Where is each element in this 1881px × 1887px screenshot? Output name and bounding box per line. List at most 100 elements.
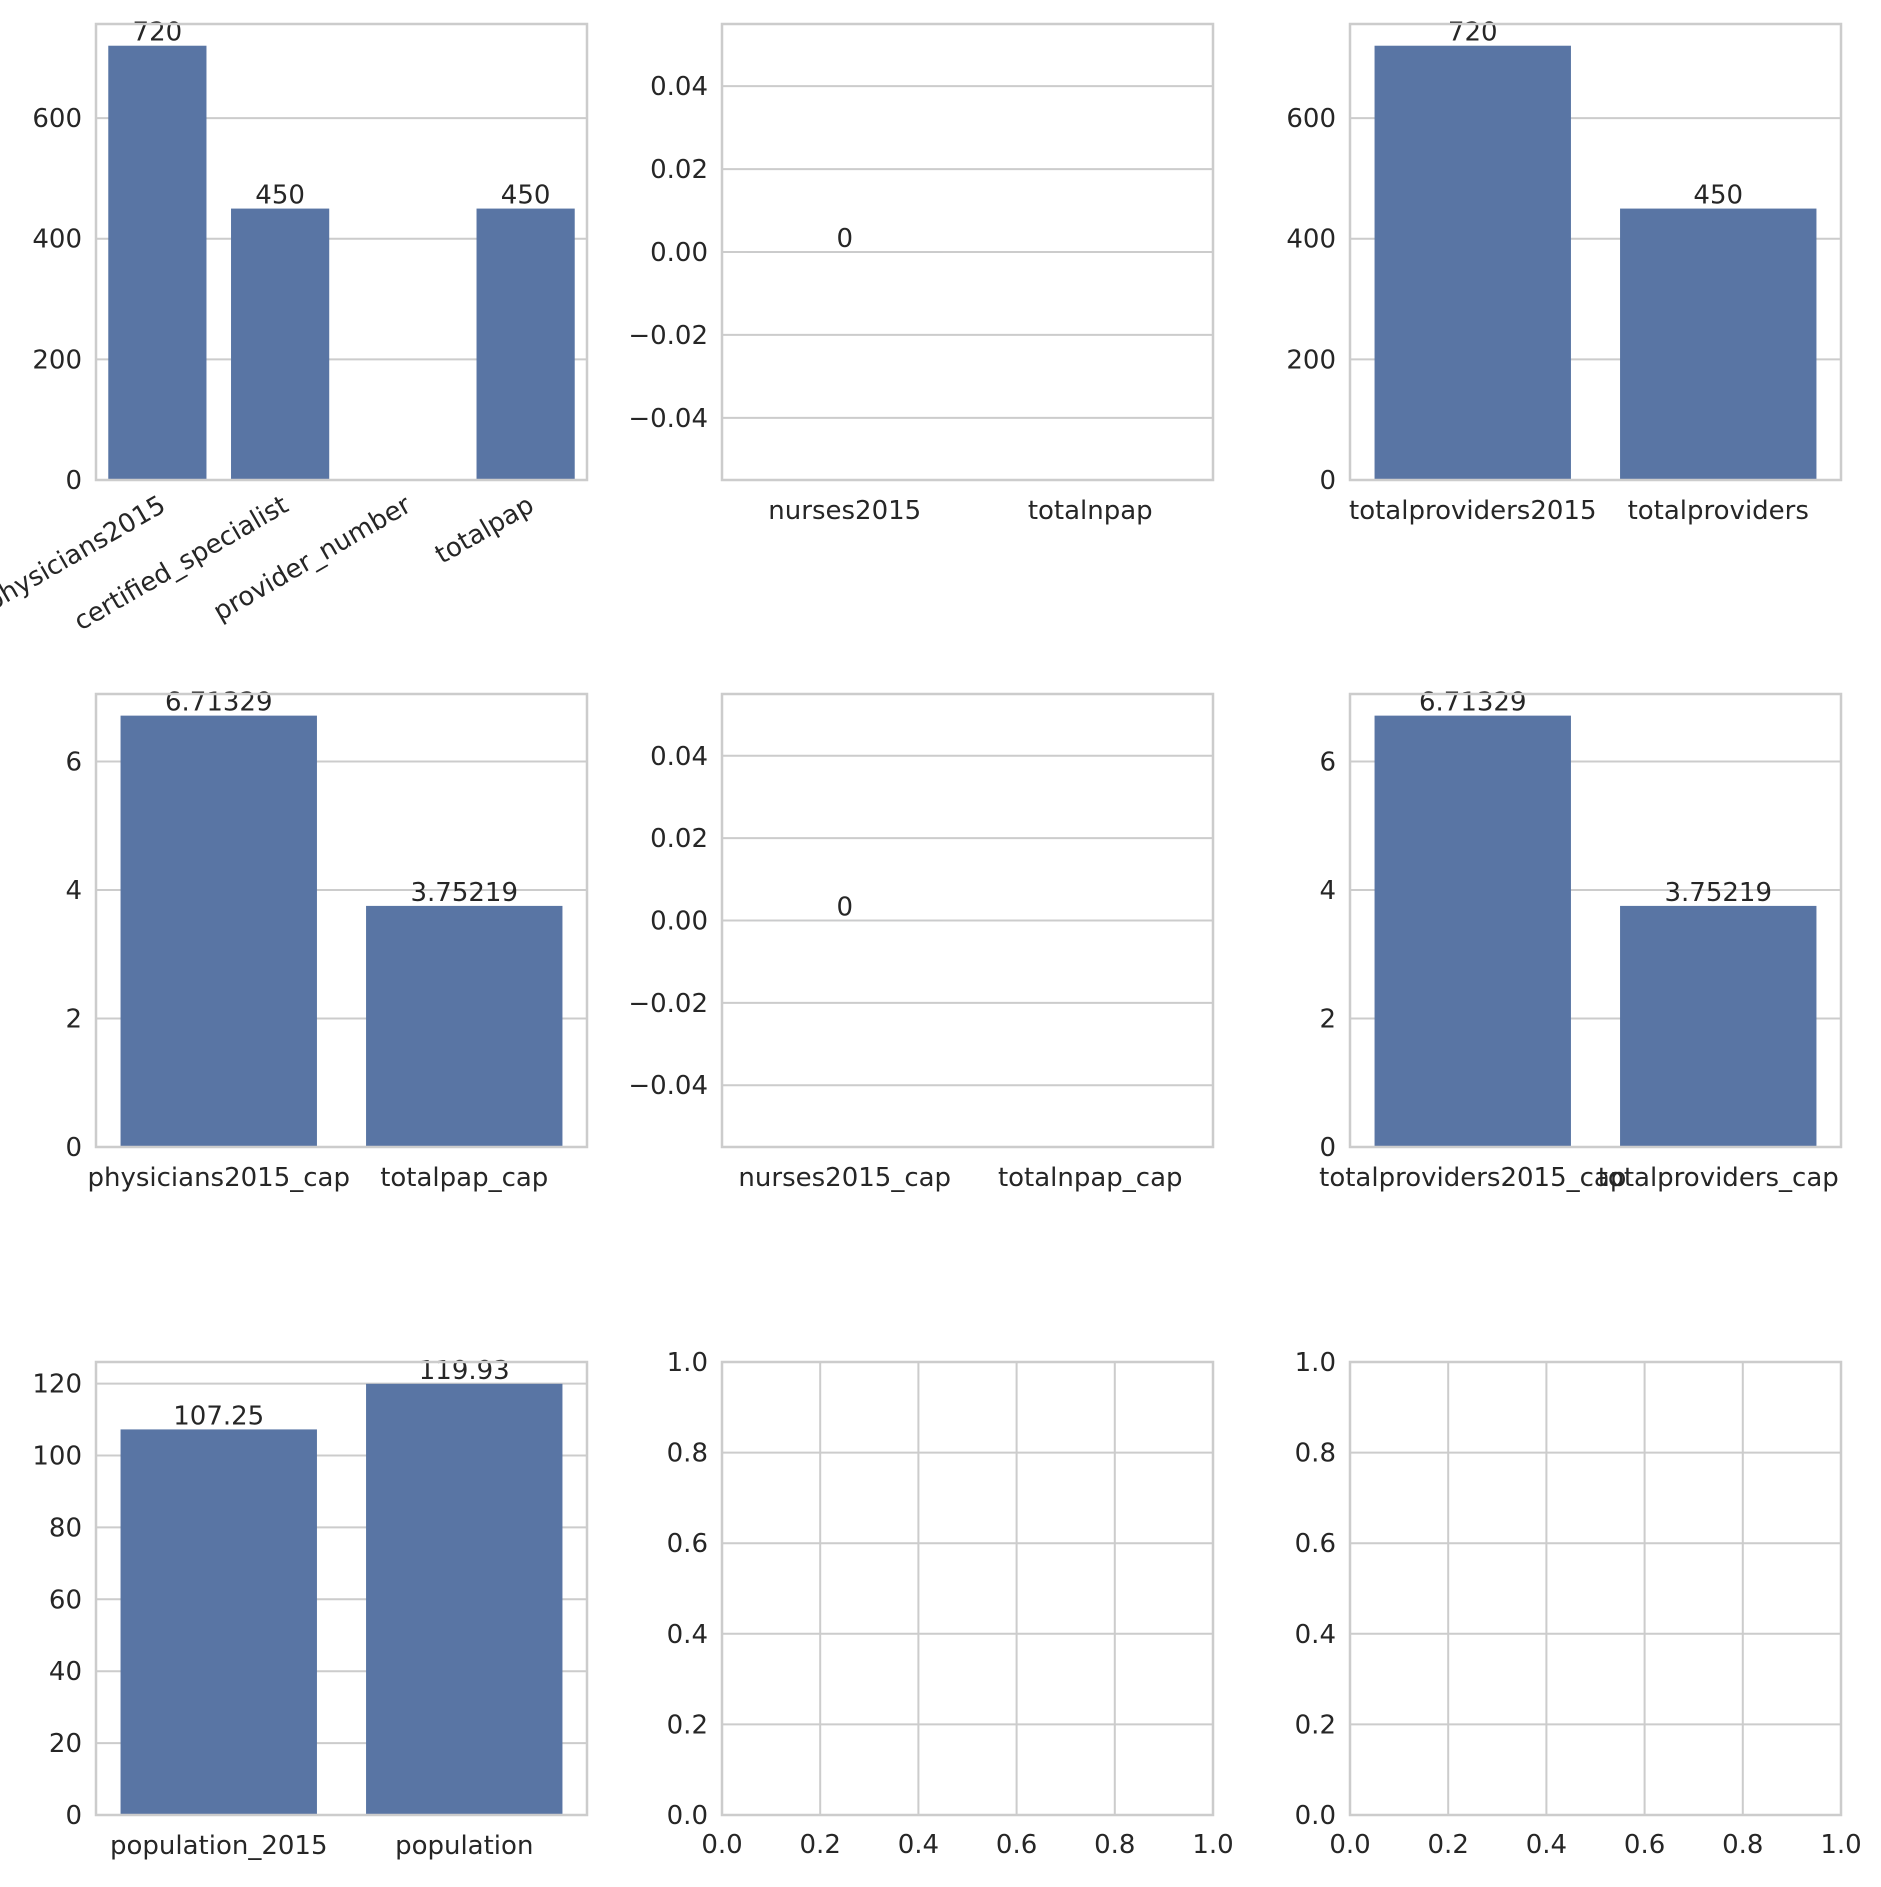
y-tick-label: 400 (32, 225, 82, 255)
x-tick-label: 0.4 (1526, 1830, 1567, 1860)
y-tick-label: 40 (49, 1657, 82, 1687)
y-tick-label: 200 (1286, 345, 1336, 375)
bar-value-label: 450 (1693, 181, 1743, 211)
y-tick-label: 0 (65, 1801, 82, 1831)
y-tick-label: 80 (49, 1513, 82, 1543)
bar-value-label: 720 (1448, 18, 1498, 48)
bar-value-label: 107.25 (173, 1401, 264, 1431)
bar-value-label: 720 (133, 18, 183, 48)
subplot-3: 0 200 400 600 720 totalproviders2015 450 totalp… (1286, 18, 1843, 526)
subplot-8: 0.0 0.2 0.4 0.6 0.8 1.0 0.0 0.2 0.4 0.6 0.8 1.0 (667, 1348, 1234, 1860)
y-tick-label: 0.04 (650, 742, 708, 772)
y-tick-label: −0.04 (628, 1071, 708, 1101)
bar-value-label: 119.93 (419, 1356, 510, 1386)
y-tick-label: 600 (1286, 104, 1336, 134)
x-tick-label: nurses2015_cap (738, 1163, 951, 1193)
bar (366, 1383, 563, 1815)
y-tick-label: −0.04 (628, 404, 708, 434)
y-tick-label: −0.02 (628, 321, 708, 351)
x-tick-label: 0.6 (996, 1830, 1037, 1860)
x-tick-label: population (395, 1831, 533, 1861)
x-tick-label: 0.0 (701, 1830, 742, 1860)
axes-frame (720, 692, 1215, 1149)
y-tick-label: 0.00 (650, 238, 708, 268)
x-tick-label: totalproviders (1628, 496, 1809, 526)
subplot-5: −0.04 −0.02 0.00 0.02 0.04 0 nurses2015_cap tot… (628, 692, 1215, 1193)
y-tick-label: 0.8 (1295, 1439, 1336, 1469)
y-tick-label: 0.6 (667, 1529, 708, 1559)
y-tick-label: 0.0 (1295, 1801, 1336, 1831)
y-tick-label: 0 (1319, 1133, 1336, 1163)
bar-value-label: 3.75219 (1664, 878, 1772, 908)
x-tick-label: 0.8 (1094, 1830, 1135, 1860)
bar-value-label: 3.75219 (410, 878, 518, 908)
subplot-4: 0 2 4 6 6.71329 physicians2015_cap 3.75219 tota… (65, 688, 589, 1193)
x-tick-label: totalproviders_cap (1598, 1163, 1839, 1193)
y-tick-label: 200 (32, 345, 82, 375)
y-tick-label: 0 (65, 1133, 82, 1163)
y-tick-label: 20 (49, 1729, 82, 1759)
y-tick-label: 0.4 (1295, 1620, 1336, 1650)
x-tick-label: 0.2 (1428, 1830, 1469, 1860)
axes-frame (1348, 22, 1843, 482)
subplot-9: 0.0 0.2 0.4 0.6 0.8 1.0 0.0 0.2 0.4 0.6 0.8 1.0 (1295, 1348, 1862, 1860)
y-tick-label: 4 (1319, 876, 1336, 906)
y-tick-label: 6 (65, 747, 82, 777)
x-tick-label: totalnpap_cap (998, 1163, 1183, 1193)
axes-frame (1348, 692, 1843, 1149)
axes-frame (720, 22, 1215, 482)
y-tick-label: 0 (1319, 466, 1336, 496)
y-tick-label: 2 (1319, 1004, 1336, 1034)
x-tick-label: provider_number (208, 490, 416, 628)
y-tick-label: 1.0 (667, 1348, 708, 1378)
y-tick-label: 120 (32, 1370, 82, 1400)
x-tick-label: 0.0 (1329, 1830, 1370, 1860)
x-tick-label: 0.8 (1722, 1830, 1763, 1860)
axes-frame (94, 1360, 589, 1817)
bar (366, 905, 563, 1147)
x-tick-label: totalnpap (1028, 496, 1153, 526)
y-tick-label: −0.02 (628, 989, 708, 1019)
bar (476, 208, 575, 481)
bar (108, 45, 207, 480)
y-tick-label: 0.00 (650, 907, 708, 937)
x-tick-label: nurses2015 (768, 496, 921, 526)
x-tick-label: totalproviders2015 (1349, 496, 1597, 526)
axes-frame (1348, 1360, 1843, 1817)
subplot-2: −0.04 −0.02 0.00 0.02 0.04 0 nurses2015 totalnp… (628, 22, 1215, 526)
y-tick-label: 0.02 (650, 824, 708, 854)
x-tick-label: 1.0 (1192, 1830, 1233, 1860)
bar-value-label: 0 (836, 893, 853, 923)
bar (120, 715, 317, 1147)
y-tick-label: 60 (49, 1585, 82, 1615)
y-tick-label: 100 (32, 1441, 82, 1471)
y-tick-label: 4 (65, 876, 82, 906)
subplot-6: 0 2 4 6 6.71329 totalproviders2015_cap 3.75219… (1319, 688, 1843, 1193)
bar-value-label: 450 (255, 181, 305, 211)
bar-value-label: 6.71329 (165, 688, 273, 718)
y-tick-label: 600 (32, 104, 82, 134)
bar-value-label: 0 (836, 224, 853, 254)
y-tick-label: 0.6 (1295, 1529, 1336, 1559)
bar-value-label: 450 (501, 181, 551, 211)
y-tick-label: 0.0 (667, 1801, 708, 1831)
bar (1374, 45, 1571, 480)
axes-frame (720, 1360, 1215, 1817)
x-tick-label: totalproviders2015_cap (1319, 1163, 1626, 1193)
y-tick-label: 0.4 (667, 1620, 708, 1650)
x-tick-label: certified_specialist (69, 490, 294, 637)
y-tick-label: 0.2 (1295, 1710, 1336, 1740)
y-tick-label: 0.04 (650, 72, 708, 102)
bar-value-label: 6.71329 (1419, 688, 1527, 718)
bar (1620, 208, 1817, 481)
x-tick-label: 0.4 (898, 1830, 939, 1860)
y-tick-label: 6 (1319, 747, 1336, 777)
y-tick-label: 2 (65, 1004, 82, 1034)
subplot-1: 0200400600720physicians2015450certified_… (0, 18, 589, 637)
subplot-7: 0 20 40 60 80 100 120 107.25 population_2015 119.… (32, 1356, 589, 1861)
x-tick-label: totalpap (430, 490, 539, 570)
axes-frame (94, 692, 589, 1149)
x-tick-label: totalpap_cap (380, 1163, 548, 1193)
x-tick-label: 0.6 (1624, 1830, 1665, 1860)
